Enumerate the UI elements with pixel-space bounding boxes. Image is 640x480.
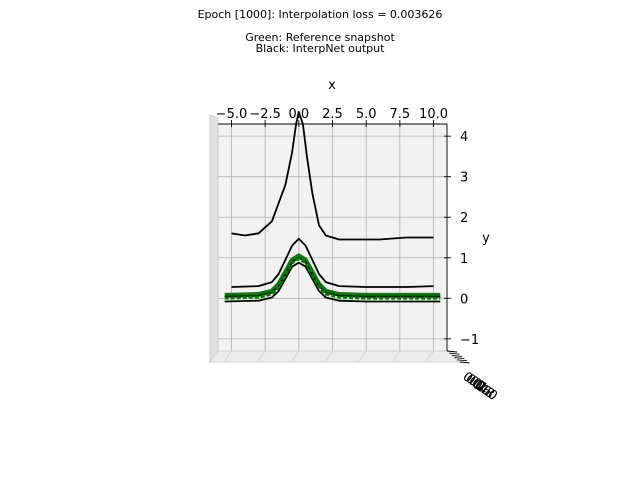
- y-tick-label: 4: [460, 130, 468, 145]
- y-tick-label: 0: [460, 292, 468, 307]
- x-tick-label: 0.0: [288, 107, 309, 122]
- depth-tick-mark: [454, 357, 465, 360]
- floor-gridline: [325, 350, 333, 362]
- x-axis-label: x: [328, 78, 336, 93]
- x-tick-label: 10.0: [419, 107, 448, 122]
- series-line: [224, 253, 441, 298]
- series-line: [231, 110, 434, 241]
- depth-tick-mark: [449, 352, 460, 355]
- depth-tick-mark: [451, 354, 463, 357]
- x-tick-label: 5.0: [356, 107, 377, 122]
- floor-gridline: [257, 350, 266, 362]
- bottom-pane: [209, 349, 459, 363]
- chart-subtitle-line-1: Green: Reference snapshot: [245, 31, 395, 44]
- x-tick-label: 7.5: [390, 107, 411, 122]
- depth-tick-mark: [456, 359, 468, 362]
- floor-gridline: [358, 350, 367, 362]
- floor-gridline: [224, 350, 232, 362]
- y-tick-label: 3: [460, 171, 468, 186]
- y-tick-label: −1: [460, 333, 479, 348]
- grid: [218, 124, 447, 362]
- x-tick-label: −2.5: [249, 107, 281, 122]
- series-line: [231, 237, 434, 288]
- depth-tick-mark: [459, 361, 470, 364]
- y-ticks: −1 0 1 2 3 4: [444, 130, 479, 348]
- y-tick-label: 2: [460, 211, 468, 226]
- y-tick-label: 1: [460, 252, 468, 267]
- floor-gridline: [291, 350, 300, 362]
- floor-gridline: [392, 350, 401, 362]
- x-tick-label: 2.5: [322, 107, 343, 122]
- floor-gridline: [426, 350, 434, 362]
- chart-subtitle-line-2: Black: InterpNet output: [255, 42, 385, 55]
- x-tick-label: −5.0: [216, 107, 248, 122]
- y-axis-label: y: [482, 231, 490, 246]
- depth-tick-mark: [446, 350, 458, 353]
- reference-band-line: [224, 256, 441, 300]
- x-ticks: −5.0 −2.5 0.0 2.5 5.0 7.5 10.0: [216, 107, 448, 127]
- chart-title: Epoch [1000]: Interpolation loss = 0.003…: [197, 8, 443, 21]
- series-line: [224, 261, 441, 303]
- series-layer: [224, 110, 441, 303]
